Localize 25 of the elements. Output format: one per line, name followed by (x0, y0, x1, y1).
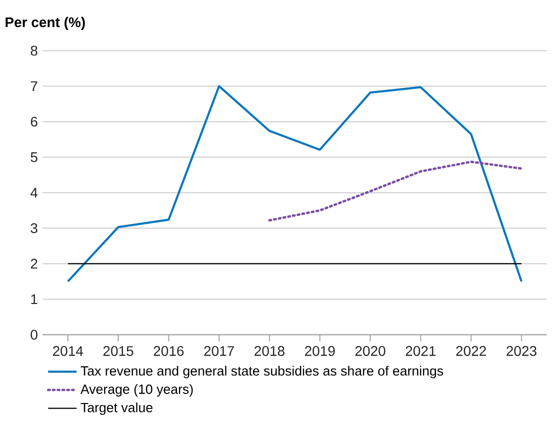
y-tick-label: 3 (30, 223, 38, 234)
legend-label: Tax revenue and general state subsidies as share of earnings (80, 366, 444, 378)
x-tick-label: 2021 (406, 346, 436, 356)
y-tick-label: 0 (30, 330, 38, 340)
y-tick-label: 7 (30, 81, 38, 91)
y-tick-label: 6 (30, 116, 38, 127)
legend-label: Average (10 years) (80, 384, 193, 397)
y-axis-title: Per cent (%) (6, 16, 85, 30)
x-tick-label: 2014 (53, 346, 84, 356)
line-series (268, 160, 523, 222)
x-tick-label: 2016 (154, 346, 184, 356)
x-tick-label: 2018 (254, 346, 284, 356)
y-tick-label: 2 (30, 258, 38, 269)
y-tick-label: 4 (30, 188, 38, 198)
line-series (66, 85, 523, 282)
x-tick-label: 2017 (204, 346, 234, 356)
x-tick-label: 2015 (103, 346, 134, 356)
x-tick-label: 2022 (456, 346, 486, 356)
legend-label: Target value (80, 402, 152, 415)
x-tick-label: 2023 (506, 346, 536, 356)
x-tick-label: 2019 (305, 346, 335, 356)
x-tick-label: 2020 (355, 346, 386, 356)
y-tick-label: 1 (31, 294, 38, 304)
y-tick-label: 5 (30, 152, 38, 162)
y-tick-label: 8 (30, 46, 38, 56)
